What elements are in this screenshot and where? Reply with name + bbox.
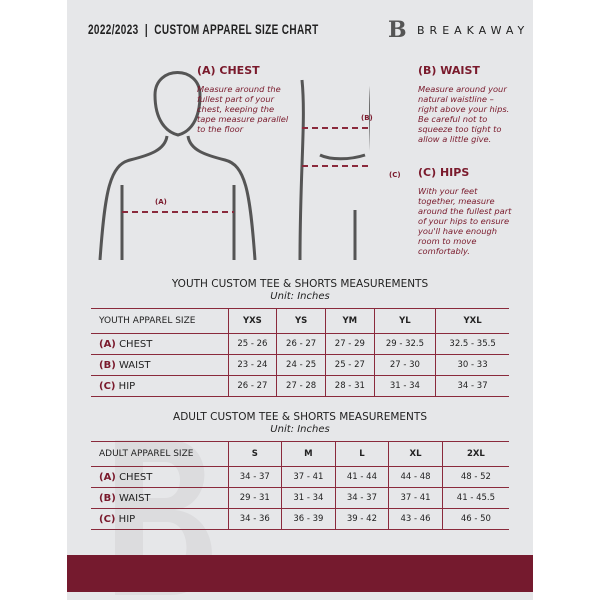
size-header: YL — [373, 308, 436, 334]
head-outline — [153, 71, 202, 137]
measure-name: HIP — [118, 513, 136, 525]
table-cell: 37 - 41 — [281, 466, 336, 488]
size-header: L — [334, 441, 389, 467]
size-header: S — [227, 441, 282, 467]
table-row: (B) WAIST 29 - 31 31 - 34 34 - 37 37 - 41 41 … — [91, 487, 509, 509]
table-row: (C) HIP 34 - 36 36 - 39 39 - 42 43 - 46 46 - … — [91, 508, 509, 530]
measure-label: (B) WAIST — [91, 487, 228, 509]
chest-description: Measure around the fullest part of your … — [197, 84, 289, 134]
table-header-row: YOUTH APPAREL SIZE YXS YS YM YL YXL — [91, 308, 509, 334]
table-cell: 29 - 32.5 — [373, 333, 436, 355]
table-cell: 39 - 42 — [334, 508, 389, 530]
table-cell: 26 - 27 — [276, 333, 326, 355]
waist-heading: (B) WAIST — [418, 64, 480, 77]
table-cell: 32.5 - 35.5 — [435, 333, 509, 355]
table-cell: 24 - 25 — [276, 354, 326, 376]
table-cell: 25 - 27 — [324, 354, 375, 376]
brand-logo-icon: B — [388, 17, 407, 43]
table-cell: 41 - 45.5 — [441, 487, 509, 509]
size-header: 2XL — [441, 441, 509, 467]
table-cell: 43 - 46 — [388, 508, 443, 530]
measure-key: (B) — [99, 359, 116, 371]
size-header: YXS — [227, 308, 277, 334]
measure-label: (A) CHEST — [91, 333, 228, 355]
size-header: YXL — [435, 308, 509, 334]
table-row: (A) CHEST 34 - 37 37 - 41 41 - 44 44 - 48 48 … — [91, 466, 509, 488]
table-row: (C) HIP 26 - 27 27 - 28 28 - 31 31 - 34 34 - … — [91, 375, 509, 397]
hips-description: With your feet together, measure around … — [418, 186, 512, 256]
waist-description: Measure around your natural waistline – … — [418, 84, 510, 144]
adult-size-table: ADULT APPAREL SIZE S M L XL 2XL (A) CHEST 34 - … — [91, 441, 509, 530]
size-header: M — [281, 441, 336, 467]
page-title: 2022/2023 | CUSTOM APPAREL SIZE CHART — [88, 22, 319, 37]
table-cell: 34 - 37 — [334, 487, 389, 509]
table-cell: 41 - 44 — [334, 466, 389, 488]
adult-table-unit: Unit: Inches — [270, 424, 330, 435]
table-cell: 44 - 48 — [388, 466, 443, 488]
table-cell: 25 - 26 — [227, 333, 277, 355]
measure-name: CHEST — [119, 338, 153, 350]
measure-label: (C) HIP — [91, 375, 228, 397]
measure-name: WAIST — [118, 359, 151, 371]
measure-key: (B) — [99, 492, 116, 504]
table-cell: 36 - 39 — [281, 508, 336, 530]
measure-name: HIP — [118, 380, 136, 392]
header-label: ADULT APPAREL SIZE — [91, 441, 228, 467]
youth-table-unit: Unit: Inches — [270, 291, 330, 302]
adult-table-title: ADULT CUSTOM TEE & SHORTS MEASUREMENTS — [173, 411, 427, 423]
size-header: YM — [324, 308, 375, 334]
body-illustration — [98, 71, 370, 260]
table-cell: 34 - 37 — [435, 375, 509, 397]
youth-table-title: YOUTH CUSTOM TEE & SHORTS MEASUREMENTS — [171, 278, 429, 290]
youth-size-table: YOUTH APPAREL SIZE YXS YS YM YL YXL (A) CHEST 2… — [91, 308, 509, 397]
table-cell: 48 - 52 — [441, 466, 509, 488]
table-cell: 46 - 50 — [441, 508, 509, 530]
measure-label: (A) CHEST — [91, 466, 228, 488]
waist-marker: (B) — [361, 114, 373, 122]
table-cell: 28 - 31 — [324, 375, 375, 397]
table-header-row: ADULT APPAREL SIZE S M L XL 2XL — [91, 441, 509, 467]
table-cell: 34 - 36 — [227, 508, 282, 530]
measure-key: (C) — [99, 380, 116, 392]
measure-key: (C) — [99, 513, 116, 525]
hips-outline — [298, 79, 370, 260]
measure-label: (B) WAIST — [91, 354, 228, 376]
torso-outline — [98, 135, 257, 260]
size-header: YS — [276, 308, 326, 334]
table-cell: 37 - 41 — [388, 487, 443, 509]
measure-label: (C) HIP — [91, 508, 228, 530]
hip-marker: (C) — [389, 171, 401, 179]
measure-name: CHEST — [119, 471, 153, 483]
table-row: (B) WAIST 23 - 24 24 - 25 25 - 27 27 - 30 30 … — [91, 354, 509, 376]
table-cell: 27 - 30 — [373, 354, 436, 376]
measure-key: (A) — [99, 338, 116, 350]
table-cell: 26 - 27 — [227, 375, 277, 397]
measure-key: (A) — [99, 471, 116, 483]
measure-name: WAIST — [118, 492, 151, 504]
table-cell: 27 - 28 — [276, 375, 326, 397]
table-cell: 27 - 29 — [324, 333, 375, 355]
footer-bar — [67, 555, 533, 592]
table-cell: 23 - 24 — [227, 354, 277, 376]
chest-heading: (A) CHEST — [197, 64, 260, 77]
table-cell: 34 - 37 — [227, 466, 282, 488]
table-row: (A) CHEST 25 - 26 26 - 27 27 - 29 29 - 32.5 3… — [91, 333, 509, 355]
table-cell: 31 - 34 — [373, 375, 436, 397]
brand-name: BREAKAWAY — [417, 24, 530, 37]
table-cell: 29 - 31 — [227, 487, 282, 509]
hips-heading: (C) HIPS — [418, 166, 470, 179]
chest-marker: (A) — [155, 198, 167, 206]
size-header: XL — [388, 441, 443, 467]
table-cell: 31 - 34 — [281, 487, 336, 509]
header-label: YOUTH APPAREL SIZE — [91, 308, 228, 334]
table-cell: 30 - 33 — [435, 354, 509, 376]
